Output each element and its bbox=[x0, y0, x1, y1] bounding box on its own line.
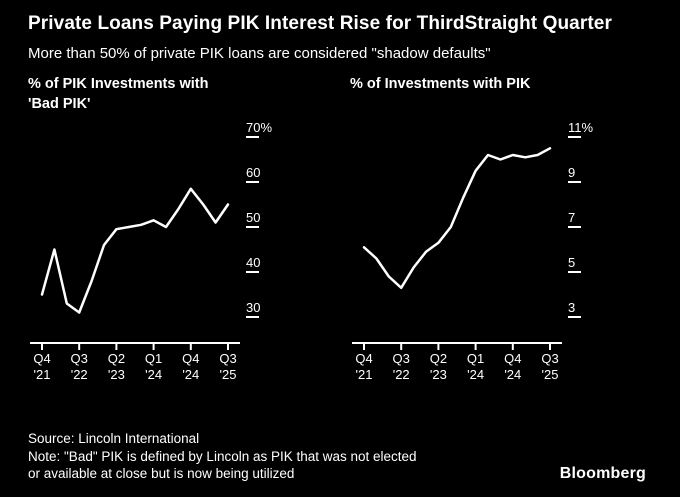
x-tick-label-year: '24 bbox=[467, 367, 484, 382]
pik-share-chart-title-line1: % of Investments with PIK bbox=[350, 76, 531, 93]
y-tick-label: 5 bbox=[568, 255, 575, 270]
y-tick-label: 70% bbox=[246, 120, 272, 135]
x-tick-label-year: '23 bbox=[108, 367, 125, 382]
chart-footer: Source: Lincoln International Note: "Bad… bbox=[28, 430, 652, 483]
bad-pik-chart-panel: % of PIK Investments with 'Bad PIK' 70% 60… bbox=[28, 75, 334, 389]
y-tick-label: 9 bbox=[568, 165, 575, 180]
y-tick-label: 50 bbox=[246, 210, 260, 225]
chart-subtitle: More than 50% of private PIK loans are c… bbox=[28, 44, 491, 62]
chart-header: Private Loans Paying PIK Interest Rise f… bbox=[28, 12, 652, 75]
footer-notes: Source: Lincoln International Note: "Bad… bbox=[28, 430, 417, 483]
x-tick-label-year: '24 bbox=[504, 367, 521, 382]
x-tick-label-quarter: Q4 bbox=[182, 351, 199, 366]
x-tick-label-year: '22 bbox=[71, 367, 88, 382]
bad-pik-chart-title-line1: % of PIK Investments with bbox=[28, 76, 209, 93]
x-tick-label-year: '25 bbox=[220, 367, 237, 382]
x-tick-label-quarter: Q2 bbox=[108, 351, 125, 366]
x-tick-label-quarter: Q2 bbox=[430, 351, 447, 366]
x-tick-label-year: '21 bbox=[356, 367, 373, 382]
chart-title: Private Loans Paying PIK Interest Rise f… bbox=[28, 12, 652, 37]
charts-row: % of PIK Investments with 'Bad PIK' 70% 60… bbox=[28, 75, 652, 389]
data-line bbox=[40, 187, 230, 315]
x-tick-label-quarter: Q3 bbox=[71, 351, 88, 366]
chart-title-line1: Private Loans Paying PIK Interest Rise f… bbox=[28, 13, 465, 34]
y-tick-label: 11% bbox=[568, 120, 593, 135]
x-tick-label-quarter: Q1 bbox=[145, 351, 162, 366]
note-text-line1: Note: "Bad" PIK is defined by Lincoln as… bbox=[28, 448, 417, 464]
bad-pik-chart-title: % of PIK Investments with 'Bad PIK' bbox=[28, 75, 334, 115]
bloomberg-logo: Bloomberg bbox=[559, 465, 646, 482]
y-tick-label: 7 bbox=[568, 210, 575, 225]
x-tick-label-year: '24 bbox=[145, 367, 162, 382]
x-tick-label-year: '22 bbox=[393, 367, 410, 382]
x-tick-label-year: '25 bbox=[542, 367, 559, 382]
bad-pik-chart-title-line2: 'Bad PIK' bbox=[28, 95, 91, 112]
chart-title-line2: Straight Quarter bbox=[464, 13, 612, 34]
bad-pik-line-chart: 70%60504030Q4'21Q3'22Q2'23Q1'24Q4'24Q3'2… bbox=[30, 120, 272, 382]
y-tick-label: 60 bbox=[246, 165, 260, 180]
data-line bbox=[362, 147, 552, 290]
y-tick-label: 30 bbox=[246, 300, 260, 315]
y-tick-label: 40 bbox=[246, 255, 260, 270]
pik-share-chart-title: % of Investments with PIK bbox=[350, 75, 656, 115]
x-tick-label-quarter: Q1 bbox=[467, 351, 484, 366]
x-tick-label-quarter: Q3 bbox=[219, 351, 236, 366]
x-tick-label-quarter: Q4 bbox=[504, 351, 521, 366]
source-text: Source: Lincoln International bbox=[28, 431, 200, 447]
pik-share-chart-panel: % of Investments with PIK 11% 9 7 5 3 Q4'21 Q3… bbox=[350, 75, 656, 389]
y-tick-label: 3 bbox=[568, 300, 575, 315]
x-tick-label-quarter: Q4 bbox=[355, 351, 372, 366]
x-tick-label-quarter: Q3 bbox=[541, 351, 558, 366]
x-tick-label-quarter: Q3 bbox=[393, 351, 410, 366]
x-tick-label-quarter: Q4 bbox=[33, 351, 50, 366]
x-tick-label-year: '23 bbox=[430, 367, 447, 382]
x-tick-label-year: '24 bbox=[182, 367, 199, 382]
x-tick-label-year: '21 bbox=[34, 367, 51, 382]
note-text-line2: or available at close but is now being u… bbox=[28, 466, 295, 482]
